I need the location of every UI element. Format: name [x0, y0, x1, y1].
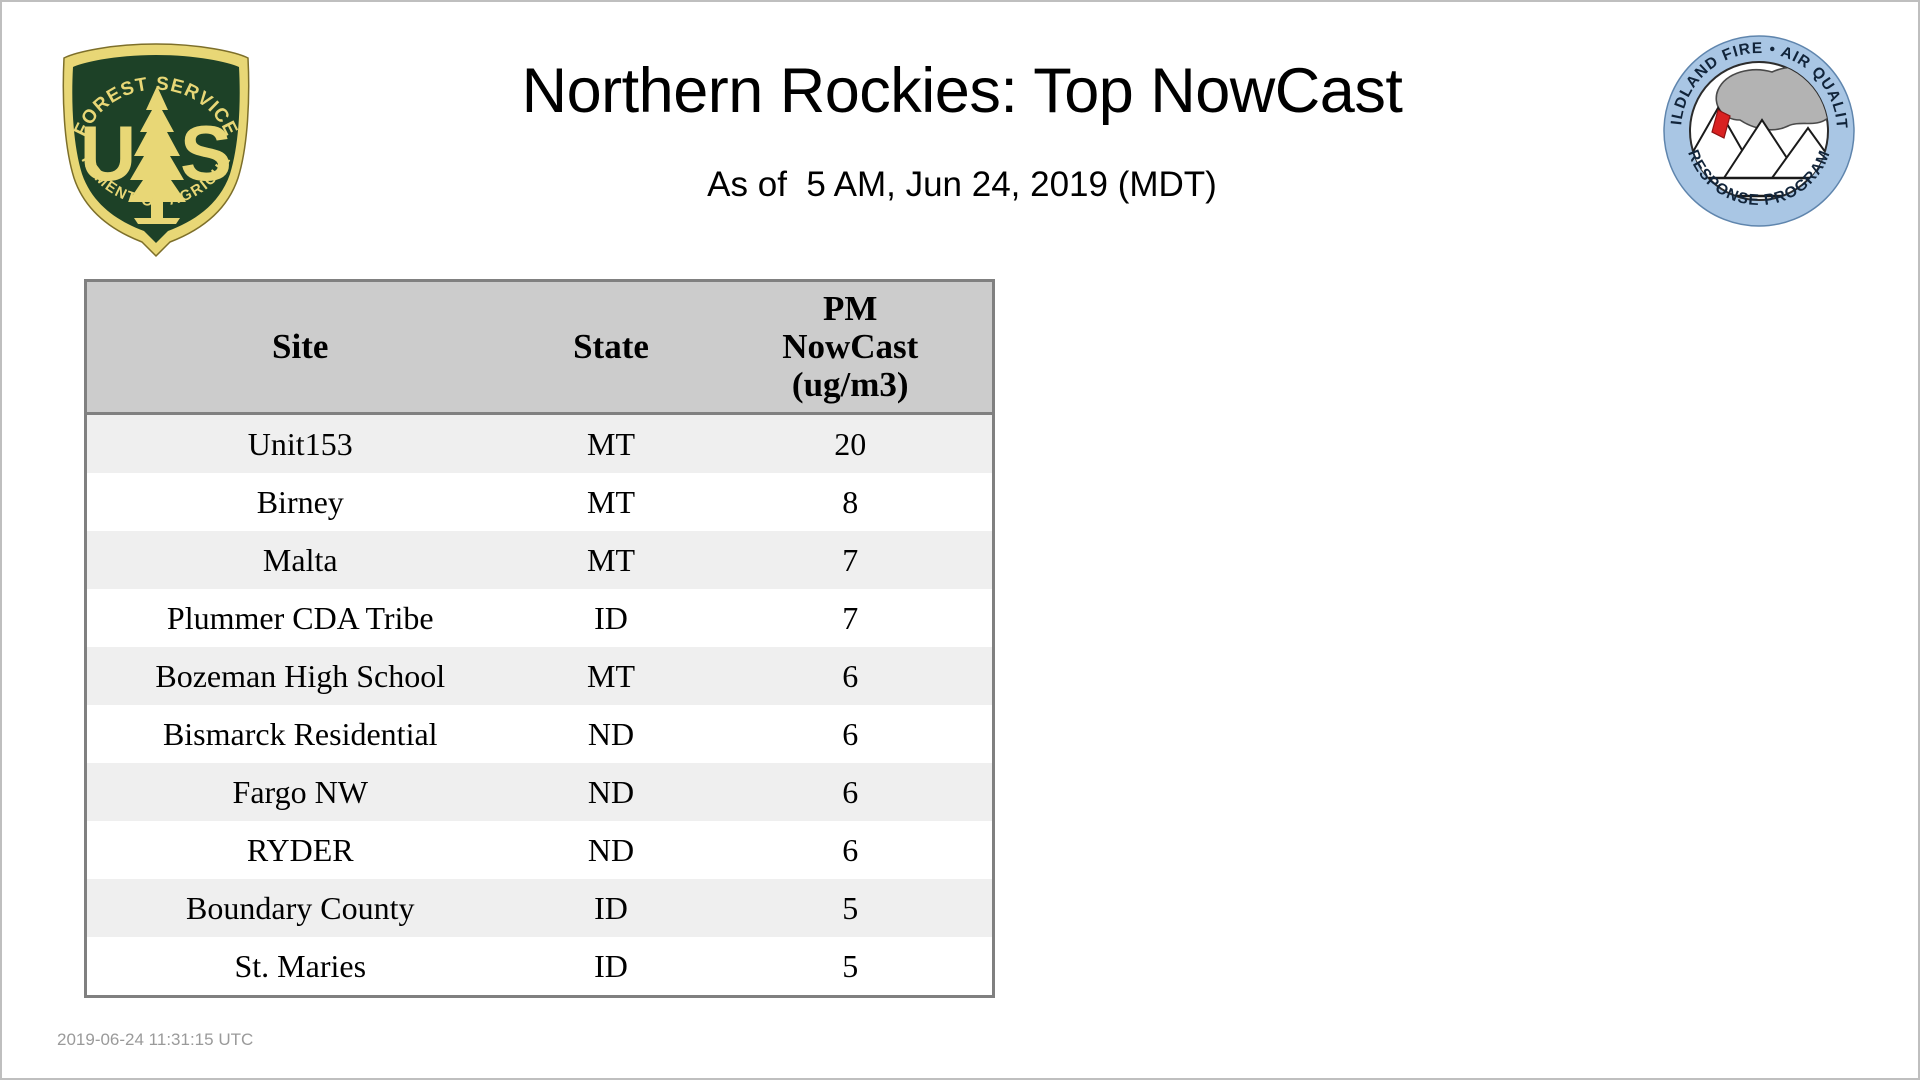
cell-site: Bismarck Residential	[84, 705, 514, 763]
cell-state: MT	[513, 413, 709, 473]
table-row: St. Maries ID 5	[84, 937, 995, 998]
nowcast-table-container: Site State PM NowCast (ug/m3) Unit153 MT…	[84, 279, 995, 998]
table-row: Birney MT 8	[84, 473, 995, 531]
smoke-plume	[1715, 66, 1828, 131]
cell-pm: 6	[708, 821, 995, 879]
table-row: Unit153 MT 20	[84, 413, 995, 473]
nowcast-table: Site State PM NowCast (ug/m3) Unit153 MT…	[84, 279, 995, 998]
cell-state: ND	[513, 705, 709, 763]
cell-site: St. Maries	[84, 937, 514, 998]
table-row: Plummer CDA Tribe ID 7	[84, 589, 995, 647]
table-row: Bismarck Residential ND 6	[84, 705, 995, 763]
table-row: RYDER ND 6	[84, 821, 995, 879]
cell-pm: 5	[708, 879, 995, 937]
table-row: Malta MT 7	[84, 531, 995, 589]
page-title: Northern Rockies: Top NowCast	[521, 56, 1403, 126]
footer-timestamp: 2019-06-24 11:31:15 UTC	[57, 1030, 254, 1049]
cell-site: Fargo NW	[84, 763, 514, 821]
cell-state: ND	[513, 821, 709, 879]
cell-pm: 7	[708, 589, 995, 647]
cell-pm: 6	[708, 763, 995, 821]
cell-pm: 7	[708, 531, 995, 589]
wildland-fire-air-quality-response-program-logo: WILDLAND FIRE • AIR QUALITY RESPONSE PRO…	[1652, 19, 1858, 230]
cell-state: MT	[513, 647, 709, 705]
table-header-row: Site State PM NowCast (ug/m3)	[84, 279, 995, 415]
cell-site: Bozeman High School	[84, 647, 514, 705]
cell-state: ID	[513, 879, 709, 937]
table-body: Unit153 MT 20 Birney MT 8 Malta MT 7 Plu…	[84, 413, 995, 998]
cell-site: Unit153	[84, 413, 514, 473]
cell-pm: 20	[708, 413, 995, 473]
cell-site: Boundary County	[84, 879, 514, 937]
cell-pm: 5	[708, 937, 995, 998]
table-header: Site State PM NowCast (ug/m3)	[84, 279, 995, 415]
column-header-state: State	[513, 279, 709, 415]
column-header-pm-line1: PM	[823, 289, 878, 328]
shield-letter-u: U	[80, 109, 136, 197]
cell-pm: 8	[708, 473, 995, 531]
cell-state: MT	[513, 531, 709, 589]
wfaqrp-icon: WILDLAND FIRE • AIR QUALITY RESPONSE PRO…	[1652, 19, 1855, 227]
cell-state: ID	[513, 589, 709, 647]
page-subtitle: As of 5 AM, Jun 24, 2019 (MDT)	[707, 165, 1217, 204]
table-row: Fargo NW ND 6	[84, 763, 995, 821]
header-text-block: Northern Rockies: Top NowCast As of 5 AM…	[262, 60, 1662, 205]
column-header-site: Site	[84, 279, 514, 415]
cell-pm: 6	[708, 705, 995, 763]
cell-state: ND	[513, 763, 709, 821]
table-row: Boundary County ID 5	[84, 879, 995, 937]
usfs-shield-logo: FOREST SERVICE U S DEPARTMENT OF AGRICUL…	[44, 15, 262, 260]
usfs-shield-icon: FOREST SERVICE U S DEPARTMENT OF AGRICUL…	[44, 15, 250, 258]
shield-letter-s: S	[180, 109, 232, 197]
pine-tree-icon	[128, 86, 186, 224]
cell-site: Plummer CDA Tribe	[84, 589, 514, 647]
table-row: Bozeman High School MT 6	[84, 647, 995, 705]
cell-state: ID	[513, 937, 709, 998]
column-header-pm-line3: (ug/m3)	[791, 365, 909, 404]
cell-pm: 6	[708, 647, 995, 705]
cell-site: RYDER	[84, 821, 514, 879]
column-header-pm-nowcast: PM NowCast (ug/m3)	[708, 279, 995, 415]
column-header-pm-line2: NowCast	[782, 327, 919, 366]
cell-site: Malta	[84, 531, 514, 589]
cell-state: MT	[513, 473, 709, 531]
flame-marker	[1711, 109, 1731, 139]
cell-site: Birney	[84, 473, 514, 531]
